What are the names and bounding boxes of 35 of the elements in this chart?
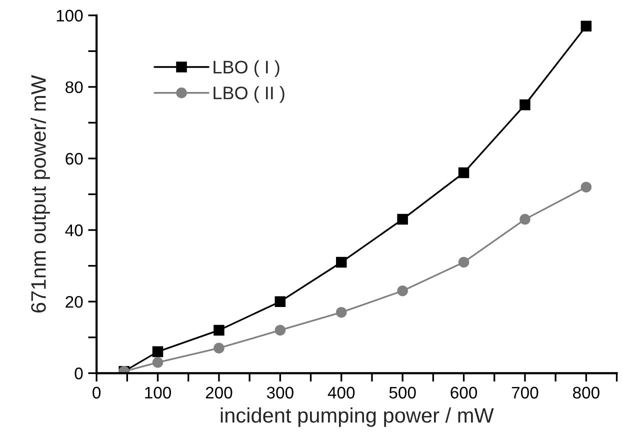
- x-tick-label: 700: [512, 386, 538, 399]
- point: [214, 342, 224, 354]
- x-tick-label: 300: [266, 386, 294, 399]
- y-tick-label: 100: [56, 10, 83, 22]
- point: [520, 214, 530, 225]
- point: [580, 182, 592, 192]
- point: [274, 324, 286, 336]
- point: [152, 357, 164, 368]
- point: [458, 256, 470, 268]
- point: [458, 167, 470, 178]
- x-tick-label: 800: [572, 386, 600, 399]
- point: [214, 324, 224, 336]
- x-tick-label: 400: [328, 386, 355, 399]
- x-tick-label: 0: [92, 386, 101, 399]
- x-tick-label: 500: [389, 386, 416, 399]
- point: [152, 346, 164, 358]
- x-tick-label: 200: [206, 386, 232, 399]
- x-tick-label: 100: [145, 386, 172, 399]
- point: [274, 296, 286, 307]
- y-tick-label: 0: [74, 368, 83, 380]
- y-tick-label: 80: [66, 81, 83, 94]
- point: [336, 306, 347, 318]
- x-axis-title: incident pumping power / mW: [220, 407, 494, 427]
- point: [397, 214, 408, 225]
- point: [580, 20, 592, 32]
- y-tick-label: 20: [66, 296, 83, 308]
- y-tick-label: 60: [66, 152, 83, 165]
- point: [520, 99, 530, 110]
- legend-label: LBO ( II ): [214, 86, 284, 103]
- y-tick-label: 40: [65, 224, 83, 236]
- point: [397, 285, 408, 296]
- legend-label: LBO ( I ): [214, 60, 280, 78]
- point: [336, 256, 347, 268]
- y-axis-title: 671nm output power/ mW: [30, 75, 50, 312]
- x-tick-label: 600: [450, 386, 478, 399]
